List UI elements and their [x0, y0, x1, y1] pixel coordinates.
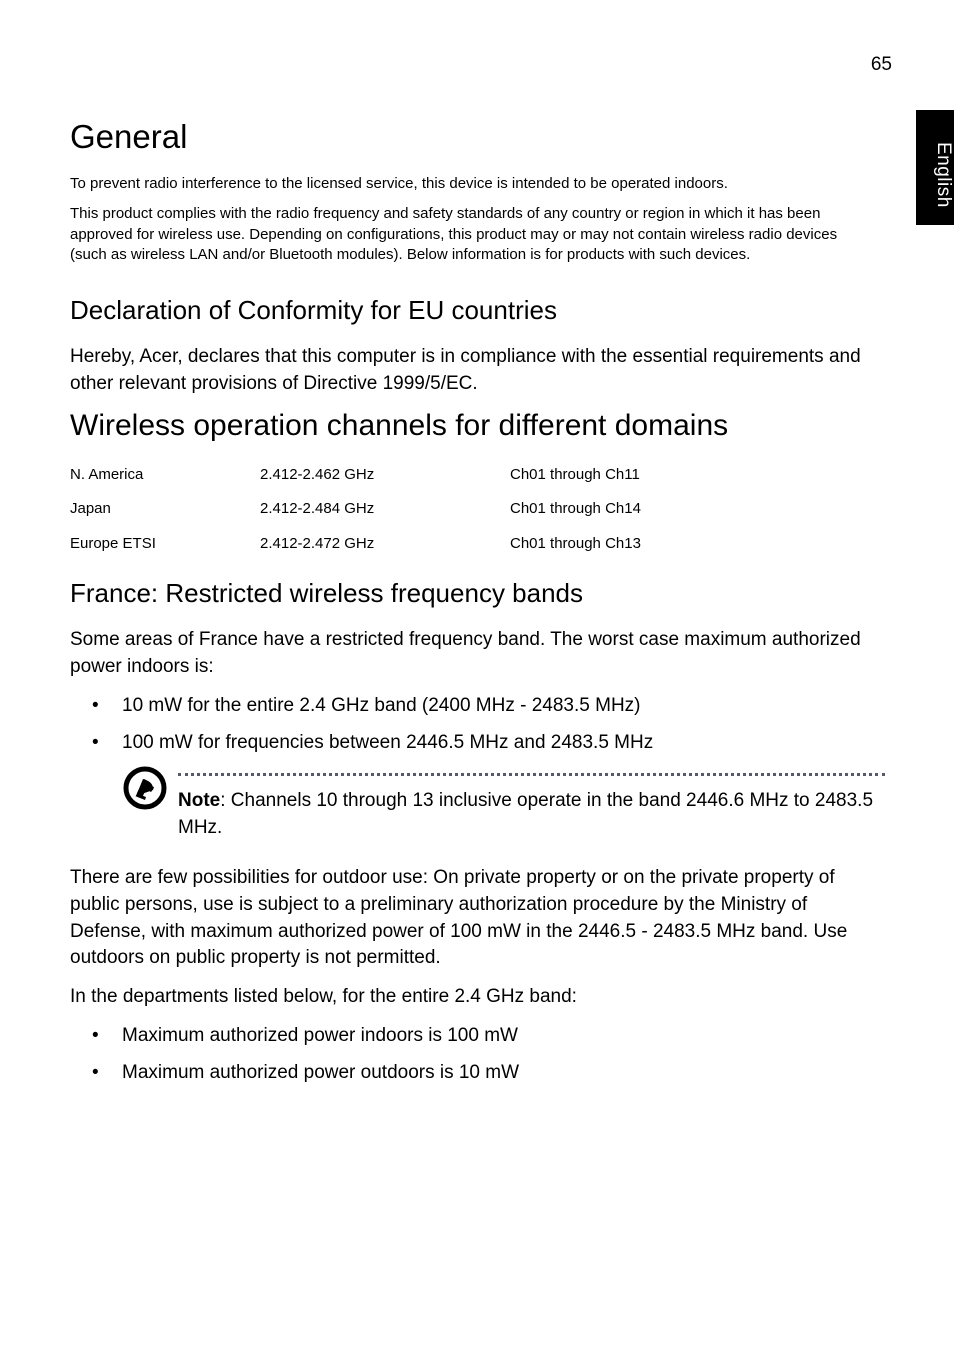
intro-paragraph-2: This product complies with the radio fre…: [70, 204, 870, 265]
list-item: 10 mW for the entire 2.4 GHz band (2400 …: [70, 692, 885, 721]
region-cell: Japan: [70, 499, 260, 519]
note-block: Note: Channels 10 through 13 inclusive o…: [122, 773, 885, 841]
departments-paragraph: In the departments listed below, for the…: [70, 984, 880, 1011]
region-cell: Europe ETSI: [70, 534, 260, 554]
heading-general: General: [70, 118, 885, 156]
freq-cell: 2.412-2.472 GHz: [260, 534, 510, 554]
language-tab: English: [916, 110, 954, 225]
intro-paragraph-1: To prevent radio interference to the lic…: [70, 174, 870, 194]
list-item: Maximum authorized power outdoors is 10 …: [70, 1059, 885, 1088]
dotted-divider: [178, 773, 885, 776]
channel-cell: Ch01 through Ch14: [510, 499, 885, 519]
list-item: Maximum authorized power indoors is 100 …: [70, 1022, 885, 1051]
note-text: Note: Channels 10 through 13 inclusive o…: [178, 788, 885, 841]
channel-table: N. America 2.412-2.462 GHz Ch01 through …: [70, 465, 885, 554]
table-row: Europe ETSI 2.412-2.472 GHz Ch01 through…: [70, 534, 885, 554]
list-item: 100 mW for frequencies between 2446.5 MH…: [70, 729, 885, 758]
note-label: Note: [178, 790, 220, 811]
france-bullet-list-2: Maximum authorized power indoors is 100 …: [70, 1022, 885, 1087]
outdoor-paragraph: There are few possibilities for outdoor …: [70, 865, 880, 971]
freq-cell: 2.412-2.462 GHz: [260, 465, 510, 485]
note-body: : Channels 10 through 13 inclusive opera…: [178, 790, 873, 838]
channel-cell: Ch01 through Ch11: [510, 465, 885, 485]
note-content: Note: Channels 10 through 13 inclusive o…: [178, 773, 885, 841]
channel-cell: Ch01 through Ch13: [510, 534, 885, 554]
heading-wireless-channels: Wireless operation channels for differen…: [70, 409, 885, 443]
declaration-paragraph: Hereby, Acer, declares that this compute…: [70, 344, 880, 397]
table-row: N. America 2.412-2.462 GHz Ch01 through …: [70, 465, 885, 485]
france-intro-paragraph: Some areas of France have a restricted f…: [70, 627, 880, 680]
page-content: General To prevent radio interference to…: [70, 50, 885, 1103]
table-row: Japan 2.412-2.484 GHz Ch01 through Ch14: [70, 499, 885, 519]
region-cell: N. America: [70, 465, 260, 485]
freq-cell: 2.412-2.484 GHz: [260, 499, 510, 519]
heading-france: France: Restricted wireless frequency ba…: [70, 578, 885, 609]
france-bullet-list-1: 10 mW for the entire 2.4 GHz band (2400 …: [70, 692, 885, 757]
heading-declaration: Declaration of Conformity for EU countri…: [70, 295, 885, 326]
note-icon: [122, 765, 178, 811]
